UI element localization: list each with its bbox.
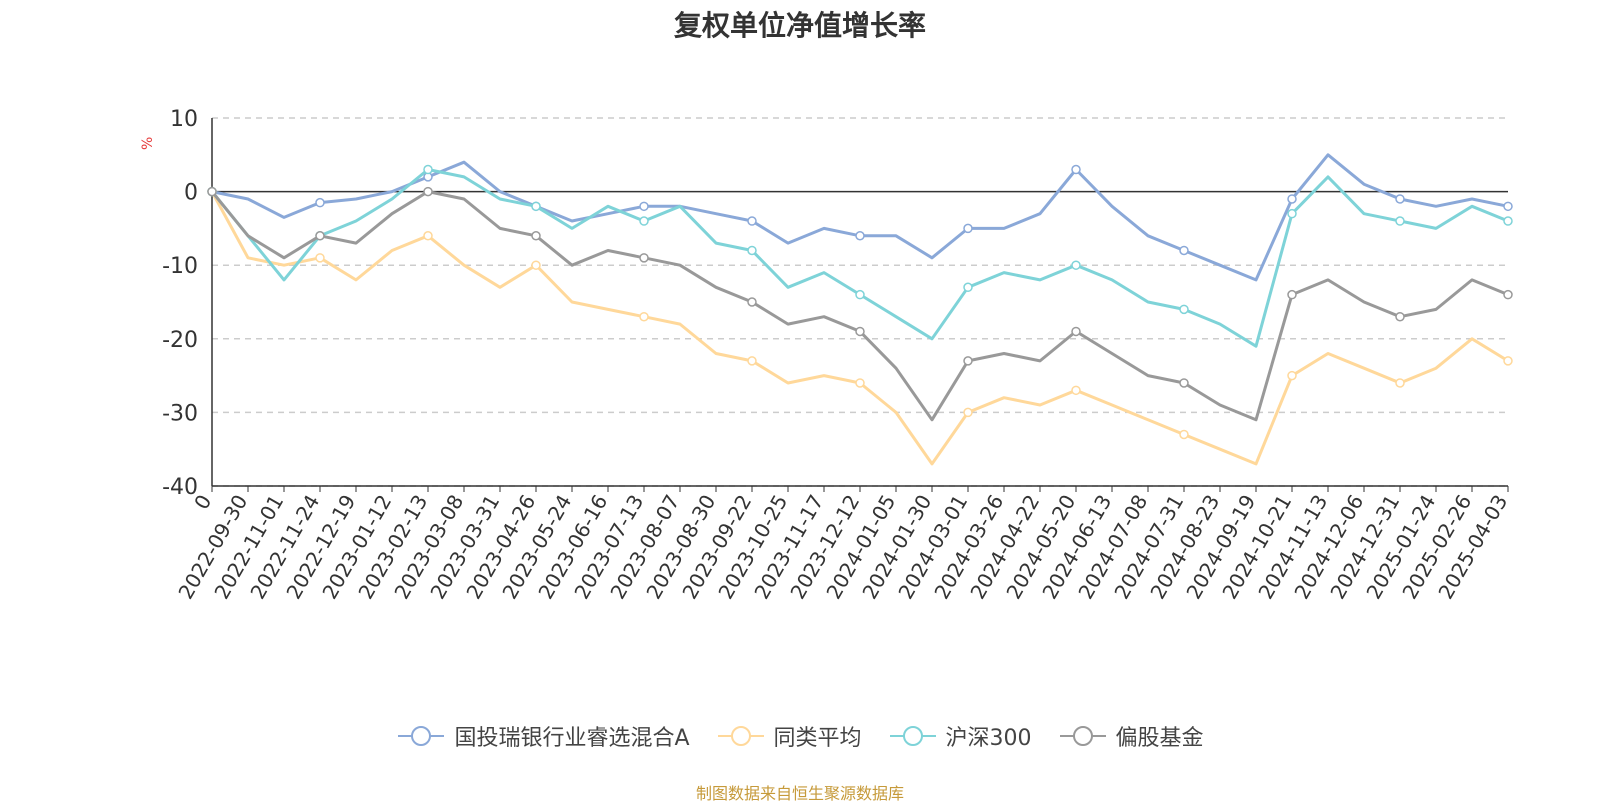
series-point-3 [1287,289,1297,300]
series-point-0 [1071,164,1081,175]
series-point-3 [1071,326,1081,337]
series-point-1 [1503,356,1513,366]
series-point-0 [747,216,757,226]
series-point-3 [639,253,649,263]
data-source-note: 制图数据来自恒生聚源数据库 [695,784,904,803]
y-tick-label: -10 [162,254,198,279]
series-point-3 [315,231,325,241]
series-point-2 [1287,208,1297,219]
series-line-2 [210,168,1509,348]
series-point-2 [639,216,649,226]
series-point-3 [423,186,433,197]
series-point-3 [1179,378,1189,388]
series-point-2 [531,201,541,212]
legend-label-fund: 国投瑞银行业睿选混合A [454,726,690,751]
series-point-0 [315,197,325,208]
legend-swatch-equity-funds [1059,726,1106,746]
series-point-1 [747,356,757,366]
y-tick-label: -40 [162,475,198,500]
series-point-2 [1179,304,1189,315]
x-tick-label: 0 [189,491,216,514]
series-line-0 [211,153,1509,282]
legend-label-peer-average: 同类平均 [773,726,862,751]
y-tick-label: 10 [170,107,198,132]
legend-swatch-peer-average [717,726,764,746]
series-point-2 [855,289,865,300]
y-tick-label: -30 [162,401,198,426]
series-point-2 [747,245,757,256]
series-point-0 [639,201,649,212]
legend-item-equity-funds[interactable]: 偏股基金 [1058,720,1204,752]
series-point-0 [1179,245,1189,256]
series-point-3 [747,297,757,307]
legend-label-csi300: 沪深300 [945,726,1032,751]
series-point-1 [855,378,865,388]
series-point-0 [963,223,973,234]
series-point-3 [1503,289,1513,300]
series-point-1 [423,231,433,241]
y-tick-label: -20 [162,328,198,353]
series-point-1 [1071,385,1081,396]
series-point-0 [1395,194,1405,204]
series-point-2 [1503,216,1513,226]
legend-swatch-fund [398,726,445,746]
series-point-0 [855,231,865,241]
legend-item-peer-average[interactable]: 同类平均 [716,720,862,752]
series-point-3 [855,326,865,337]
legend-item-csi300[interactable]: 沪深300 [888,720,1032,752]
series-point-0 [1503,201,1513,212]
series-point-3 [531,231,541,241]
series-point-1 [1179,429,1189,440]
series-point-1 [639,311,649,322]
legend-item-fund[interactable]: 国投瑞银行业睿选混合A [396,720,690,752]
series-point-0 [1287,194,1297,204]
series-point-2 [963,282,973,293]
chart-title: 复权单位净值增长率 [673,9,926,42]
series-point-2 [1395,216,1405,226]
series-point-1 [1287,370,1297,381]
series-point-1 [315,253,325,263]
legend: 国投瑞银行业睿选混合A 同类平均 沪深300 偏股基金 [0,720,1600,752]
series-point-2 [423,164,433,175]
series-point-3 [207,186,217,197]
series-point-3 [963,356,973,366]
series-point-1 [1395,378,1405,388]
series-point-3 [1395,311,1405,322]
series-point-2 [1071,260,1081,270]
series-point-1 [531,260,541,270]
legend-label-equity-funds: 偏股基金 [1115,726,1204,751]
legend-swatch-csi300 [889,726,936,746]
series-point-1 [963,407,973,418]
y-tick-label: 0 [184,181,198,206]
